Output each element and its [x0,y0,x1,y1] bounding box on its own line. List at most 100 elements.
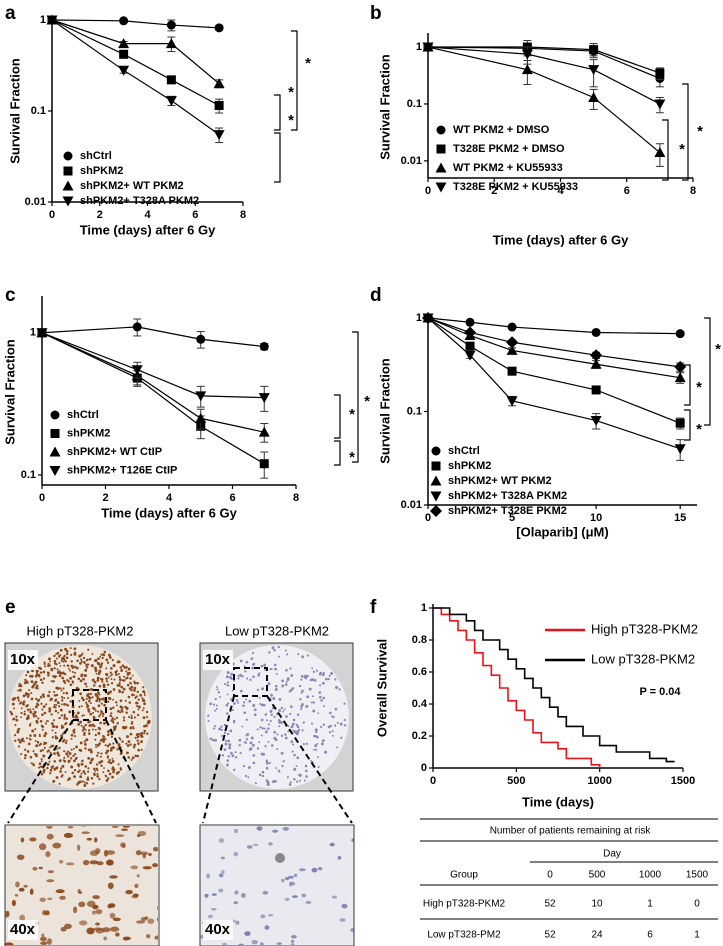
nucleus [101,715,104,718]
nucleus [34,686,38,690]
micrograph-border [199,824,355,946]
nucleus [274,688,278,691]
x-axis-title: Time (days) after 6 Gy [493,232,629,247]
nucleus [85,666,89,669]
nucleus [41,728,44,731]
nucleus [217,691,221,694]
nucleus [220,725,223,728]
nucleus [116,748,119,751]
significance-bracket [334,440,341,466]
nucleus [243,701,246,704]
nucleus [22,700,26,703]
nucleus [26,750,30,753]
nucleus [41,933,45,937]
nucleus [129,726,133,730]
nucleus [94,709,97,712]
nucleus [28,689,31,692]
nucleus [74,671,77,674]
nucleus [137,742,140,745]
nucleus [47,720,49,723]
nucleus [296,713,300,716]
nucleus [310,759,313,762]
nucleus [34,680,38,684]
column-header: 1000 [639,870,662,881]
nucleus [66,664,70,667]
nucleus [29,738,32,741]
nucleus [46,938,52,945]
x-tick-label: 6 [624,185,630,197]
nucleus [55,776,59,779]
nucleus [39,749,43,753]
nucleus [117,673,120,676]
nucleus [58,705,61,708]
nucleus [75,714,78,717]
marker [674,360,687,373]
y-tick-label: 0.01 [25,196,46,208]
nucleus [227,684,230,687]
zoom-line [202,695,235,824]
nucleus [46,833,54,840]
marker [675,418,685,428]
legend-label: shPKM2+ T126E CtIP [67,464,177,476]
nucleus [132,727,135,730]
nucleus [38,843,47,851]
nucleus [133,893,139,897]
nucleus [65,649,69,653]
significance-star: * [679,141,685,158]
nucleus [64,741,68,745]
nucleus [218,888,224,893]
nucleus [239,659,243,663]
y-tick-label: 0.4 [412,698,428,710]
nucleus [32,713,35,715]
nucleus [78,654,82,658]
nucleus [42,670,46,674]
nucleus [27,742,31,746]
nucleus [273,730,277,734]
nucleus [253,843,259,847]
nucleus [350,927,354,933]
nucleus [77,723,81,726]
nucleus [261,774,265,778]
nucleus [51,765,55,768]
nucleus [54,709,58,713]
nucleus [242,704,245,708]
nucleus [142,699,146,703]
nucleus [234,756,238,759]
nucleus [86,927,95,935]
nucleus [261,687,265,691]
nucleus [25,680,29,684]
nucleus [315,748,318,751]
marker [259,459,269,469]
nucleus [117,763,120,766]
nucleus [11,698,15,701]
nucleus [313,734,316,738]
nucleus [301,655,305,659]
nucleus [251,651,255,655]
nucleus [84,723,87,727]
nucleus [220,856,225,860]
nucleus [284,683,288,686]
nucleus [314,744,318,748]
nucleus [53,694,57,697]
nucleus [9,710,12,713]
significance-star: * [349,406,355,423]
nucleus [143,702,146,706]
nucleus [117,683,121,687]
nucleus [107,700,110,703]
nucleus [218,838,225,843]
nucleus [300,691,303,694]
nucleus [69,647,72,650]
nucleus [76,844,81,851]
nucleus [298,684,302,688]
y-axis-title: Overall Survival [374,639,389,737]
marker [213,130,225,141]
nucleus [316,742,319,745]
artifact [275,853,285,863]
series-line [41,326,265,348]
nucleus [136,920,146,924]
nucleus [286,677,290,680]
nucleus [64,722,67,726]
nucleus [143,732,146,735]
nucleus [39,671,43,674]
nucleus [119,666,123,669]
